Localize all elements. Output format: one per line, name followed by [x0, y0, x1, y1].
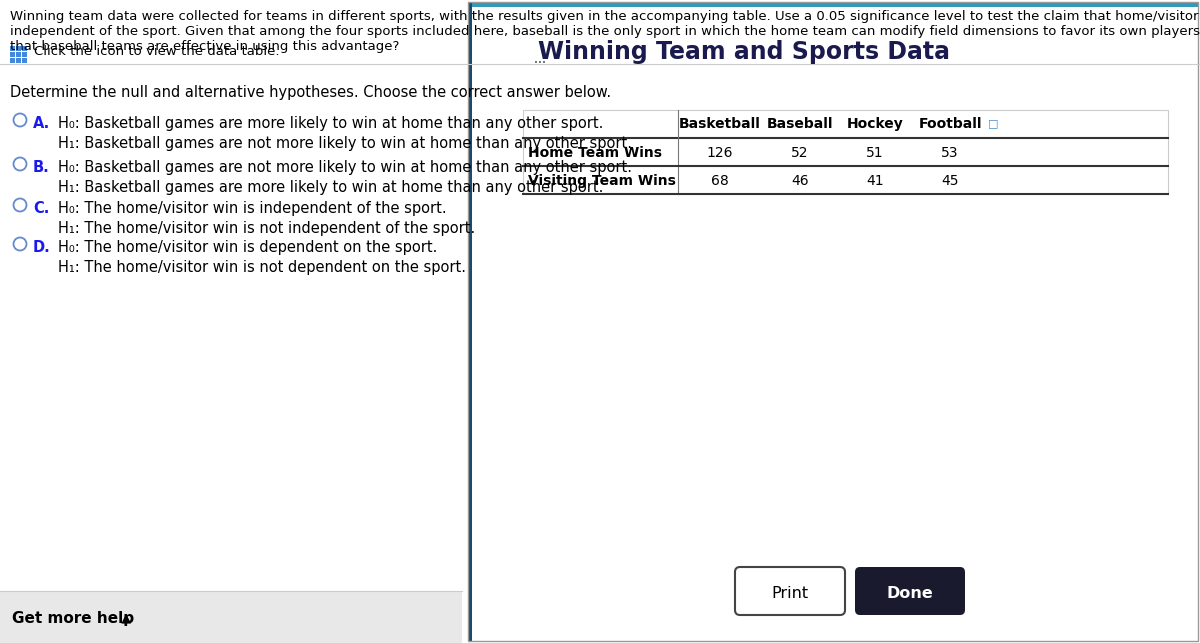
Text: Baseball: Baseball: [767, 117, 833, 131]
Bar: [10, 58, 14, 63]
Text: Hockey: Hockey: [847, 117, 904, 131]
Text: 51: 51: [866, 146, 884, 160]
Text: ▲: ▲: [118, 611, 131, 624]
Text: H₀: Basketball games are more likely to win at home than any other sport.: H₀: Basketball games are more likely to …: [58, 116, 604, 131]
Text: 68: 68: [712, 174, 728, 188]
Bar: [16, 58, 22, 63]
Text: B.: B.: [34, 160, 49, 175]
Text: H₁: Basketball games are more likely to win at home than any other sport.: H₁: Basketball games are more likely to …: [58, 180, 604, 195]
Text: 126: 126: [707, 146, 733, 160]
Text: D.: D.: [34, 240, 50, 255]
Text: Determine the null and alternative hypotheses. Choose the correct answer below.: Determine the null and alternative hypot…: [10, 85, 611, 100]
Text: Get more help: Get more help: [12, 611, 134, 626]
FancyBboxPatch shape: [520, 54, 560, 74]
Bar: [16, 52, 22, 57]
Text: Home Team Wins: Home Team Wins: [528, 146, 662, 160]
Text: 41: 41: [866, 174, 884, 188]
Text: 45: 45: [941, 174, 959, 188]
Text: 53: 53: [941, 146, 959, 160]
Text: H₀: The home/visitor win is independent of the sport.: H₀: The home/visitor win is independent …: [58, 201, 446, 216]
Text: H₁: The home/visitor win is not dependent on the sport.: H₁: The home/visitor win is not dependen…: [58, 260, 466, 275]
Circle shape: [13, 114, 26, 127]
Text: A.: A.: [34, 116, 50, 131]
Bar: [523, 110, 1168, 194]
Text: C.: C.: [34, 201, 49, 216]
Text: Visiting Team Wins: Visiting Team Wins: [528, 174, 676, 188]
Bar: [468, 2, 1198, 641]
Bar: [10, 46, 14, 51]
Text: that baseball teams are effective in using this advantage?: that baseball teams are effective in usi…: [10, 40, 400, 53]
Text: H₀: Basketball games are not more likely to win at home than any other sport.: H₀: Basketball games are not more likely…: [58, 160, 632, 175]
Bar: [22, 52, 28, 57]
Bar: [22, 46, 28, 51]
Text: Done: Done: [887, 586, 934, 601]
Text: Click the icon to view the data table.: Click the icon to view the data table.: [34, 45, 280, 58]
Text: Print: Print: [772, 586, 809, 601]
Bar: [468, 2, 1198, 7]
Text: Football: Football: [918, 117, 982, 131]
Circle shape: [13, 158, 26, 170]
Circle shape: [13, 199, 26, 212]
Bar: [16, 46, 22, 51]
Bar: [22, 58, 28, 63]
Text: 52: 52: [791, 146, 809, 160]
Text: □: □: [988, 118, 998, 128]
Text: Winning Team and Sports Data: Winning Team and Sports Data: [538, 40, 950, 64]
Bar: [0, 591, 462, 643]
Circle shape: [13, 237, 26, 251]
FancyBboxPatch shape: [854, 567, 965, 615]
Text: H₀: The home/visitor win is dependent on the sport.: H₀: The home/visitor win is dependent on…: [58, 240, 437, 255]
Text: 46: 46: [791, 174, 809, 188]
Text: Winning team data were collected for teams in different sports, with the results: Winning team data were collected for tea…: [10, 10, 1200, 23]
Text: H₁: Basketball games are not more likely to win at home than any other sport.: H₁: Basketball games are not more likely…: [58, 136, 632, 151]
Text: independent of the sport. Given that among the four sports included here, baseba: independent of the sport. Given that amo…: [10, 25, 1200, 38]
Bar: [468, 2, 1198, 641]
Text: H₁: The home/visitor win is not independent of the sport.: H₁: The home/visitor win is not independ…: [58, 221, 475, 236]
Bar: [10, 52, 14, 57]
Bar: [468, 2, 472, 641]
Text: •••: •••: [534, 60, 546, 66]
Text: Basketball: Basketball: [679, 117, 761, 131]
FancyBboxPatch shape: [734, 567, 845, 615]
